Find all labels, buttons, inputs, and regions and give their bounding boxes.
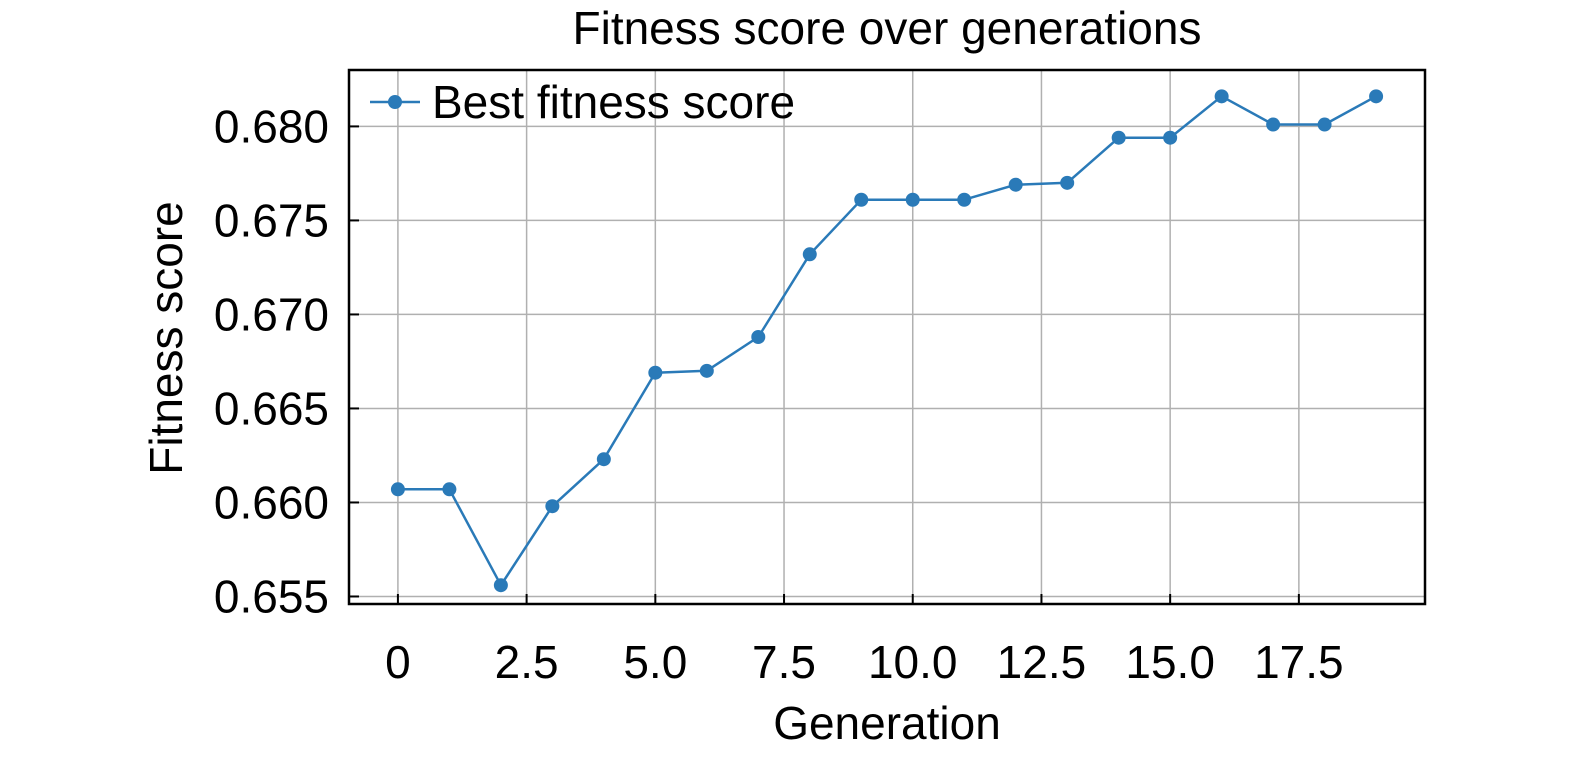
data-point: [493, 578, 508, 593]
series-line: [397, 95, 1377, 587]
x-tick-label: 15.0: [1125, 636, 1215, 688]
x-tick-label: 10.0: [868, 636, 958, 688]
data-point: [442, 482, 457, 497]
x-tick-label: 2.5: [495, 636, 559, 688]
y-tick-label: 0.665: [214, 382, 329, 434]
grid-lines: [349, 70, 1425, 604]
legend-marker: [388, 95, 402, 109]
data-point: [802, 247, 817, 262]
y-tick-label: 0.655: [214, 570, 329, 622]
data-point: [596, 452, 611, 467]
data-point: [1060, 175, 1075, 190]
data-point: [1266, 117, 1281, 132]
data-point: [1369, 89, 1384, 104]
series-group: [390, 89, 1384, 593]
data-point: [1163, 130, 1178, 145]
x-tick-label: 7.5: [752, 636, 816, 688]
data-point: [1111, 130, 1126, 145]
y-tick-label: 0.675: [214, 194, 329, 246]
y-axis-label: Fitness score: [140, 201, 192, 475]
chart-title: Fitness score over generations: [573, 2, 1202, 54]
y-tick-label: 0.670: [214, 288, 329, 340]
x-axis-label: Generation: [773, 697, 1001, 749]
x-tick-label: 0: [385, 636, 411, 688]
data-point: [1317, 117, 1332, 132]
data-point: [905, 192, 920, 207]
data-point: [957, 192, 972, 207]
axis-ticks: 0 2.5 5.0 7.5 10.0 12.5 15.0 17.5 0.655 0.660 0.66…: [214, 100, 1344, 688]
data-point: [390, 482, 405, 497]
y-tick-label: 0.660: [214, 476, 329, 528]
data-point: [699, 363, 714, 378]
data-point: [1214, 89, 1229, 104]
data-point: [648, 365, 663, 380]
x-tick-label: 12.5: [997, 636, 1087, 688]
data-point: [751, 330, 766, 344]
data-point: [1008, 177, 1023, 192]
data-point: [545, 499, 560, 514]
legend: Best fitness score: [370, 76, 795, 128]
y-tick-label: 0.680: [214, 100, 329, 152]
x-tick-label: 5.0: [623, 636, 687, 688]
legend-label: Best fitness score: [432, 76, 795, 128]
plot-frame: [347, 68, 1427, 606]
x-tick-label: 17.5: [1254, 636, 1344, 688]
data-point: [854, 192, 869, 207]
